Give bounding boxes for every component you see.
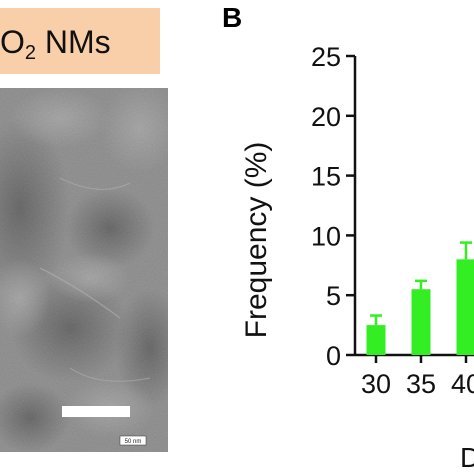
- x-tick-label: 35: [406, 369, 436, 399]
- tem-micrograph-texture: 50 nm: [0, 88, 168, 452]
- bar: [411, 289, 431, 355]
- panel-b-letter: B: [222, 2, 243, 33]
- panel-a-label-banner: O2 NMs: [0, 8, 160, 74]
- tem-micrograph: 50 nm: [0, 88, 168, 452]
- y-tick-label: 0: [326, 341, 341, 371]
- x-tick-label: 30: [361, 369, 391, 399]
- panel-a-label: O2 NMs: [0, 22, 111, 73]
- tem-scale-tag-box: [119, 435, 147, 446]
- y-tick-label: 10: [311, 221, 341, 251]
- panel-a-label-main: O: [0, 24, 25, 60]
- y-tick-label: 25: [311, 42, 341, 72]
- error-bars-layer: [370, 241, 472, 326]
- panel-a-label-tail: NMs: [36, 24, 111, 60]
- bars-layer: [366, 259, 474, 355]
- y-tick-label: 5: [326, 281, 341, 311]
- bar: [366, 325, 386, 355]
- panel-a-label-subscript: 2: [24, 42, 37, 64]
- x-tick-label: 40: [451, 369, 474, 399]
- y-tick-label: 20: [311, 102, 341, 132]
- x-axis: 30 35 40: [355, 353, 474, 399]
- y-axis: 0 5 10 15 20 25: [311, 42, 357, 371]
- y-axis-label: Frequency (%): [240, 142, 273, 339]
- y-tick-label: 15: [311, 162, 341, 192]
- bar: [456, 259, 474, 355]
- tem-scale-tag-text: 50 nm: [125, 439, 142, 445]
- tem-scale-bar: [62, 406, 130, 417]
- x-axis-label: D: [460, 442, 474, 473]
